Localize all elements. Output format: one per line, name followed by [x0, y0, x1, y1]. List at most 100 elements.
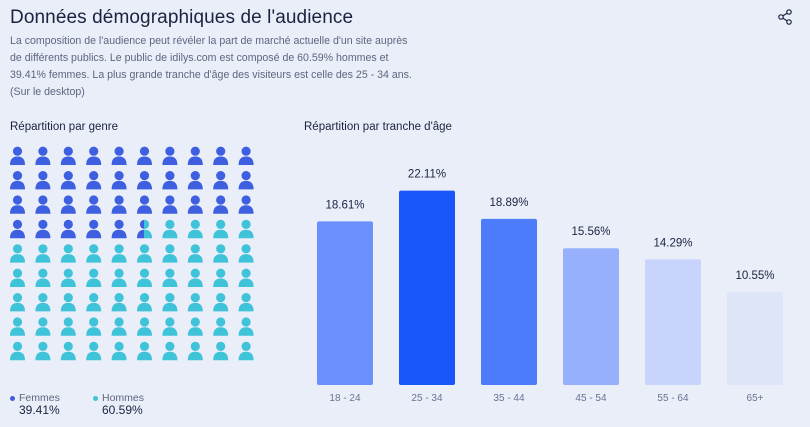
bar-value-label: 14.29% — [653, 237, 692, 249]
gender-section-title: Répartition par genre — [10, 121, 119, 133]
person-icon — [10, 341, 25, 361]
x-tick-label: 25 - 34 — [411, 393, 443, 404]
gender-pictogram-chart — [10, 146, 254, 361]
person-icon — [86, 219, 102, 239]
person-icon — [187, 146, 203, 165]
page-title: Données démographiques de l'audience — [10, 7, 354, 28]
person-icon — [111, 317, 127, 336]
person-icon — [35, 171, 51, 190]
legend-femmes: Femmes 39.41% — [10, 392, 60, 417]
person-icon — [10, 244, 25, 263]
age-bar-chart: 18.61% 18 - 24 22.11% 25 - 34 18.89% 35 - 44 1… — [317, 169, 783, 404]
bar-65 — [727, 292, 783, 385]
x-tick-label: 18 - 24 — [329, 393, 361, 404]
bar-value-label: 15.56% — [571, 226, 610, 238]
person-icon — [10, 317, 25, 336]
person-icon — [137, 293, 152, 312]
person-icon — [35, 195, 51, 214]
legend-hommes: Hommes 60.59% — [93, 392, 144, 417]
x-tick-label: 55 - 64 — [657, 393, 689, 404]
legend-femmes-value: 39.41% — [19, 403, 60, 417]
person-icon — [35, 293, 51, 312]
person-icon — [35, 317, 51, 336]
person-icon — [238, 146, 254, 165]
hommes-dot — [93, 395, 98, 401]
person-icon — [137, 268, 152, 287]
person-icon — [86, 146, 102, 165]
person-icon — [162, 317, 178, 336]
person-icon — [187, 244, 203, 263]
person-icon — [162, 341, 178, 361]
person-icon — [162, 268, 178, 287]
bar-value-label: 10.55% — [735, 270, 774, 282]
person-icon — [60, 341, 76, 361]
person-icon — [137, 171, 152, 190]
person-icon — [213, 268, 229, 287]
age-section-title: Répartition par tranche d'âge — [304, 121, 452, 133]
person-icon — [187, 171, 203, 190]
person-icon — [10, 195, 25, 214]
person-icon — [187, 219, 203, 239]
person-icon — [137, 244, 152, 263]
person-icon — [213, 219, 229, 239]
person-icon — [86, 293, 102, 312]
person-icon — [86, 171, 102, 190]
person-icon — [10, 219, 25, 239]
person-icon — [137, 195, 152, 214]
person-icon — [10, 268, 25, 287]
femmes-dot — [10, 395, 15, 401]
bar-55-64 — [645, 259, 701, 385]
person-icon — [137, 219, 152, 239]
person-icon — [187, 195, 203, 214]
share-icon[interactable] — [776, 8, 794, 26]
person-icon — [238, 268, 254, 287]
person-icon — [238, 341, 254, 361]
person-icon — [86, 195, 102, 214]
x-tick-label: 35 - 44 — [493, 393, 525, 404]
person-icon — [60, 293, 76, 312]
person-icon — [86, 341, 102, 361]
person-icon — [238, 317, 254, 336]
person-icon — [111, 244, 127, 263]
person-icon — [10, 146, 25, 165]
bar-value-label: 22.11% — [408, 169, 446, 181]
person-icon — [86, 317, 102, 336]
bar-25-34 — [399, 190, 455, 385]
person-icon — [35, 268, 51, 287]
person-icon — [111, 171, 127, 190]
person-icon — [213, 146, 229, 165]
person-icon — [162, 171, 178, 190]
person-icon — [187, 341, 203, 361]
person-icon — [35, 219, 51, 239]
person-icon — [86, 244, 102, 263]
person-icon — [60, 171, 76, 190]
person-icon — [86, 268, 102, 287]
person-icon — [187, 293, 203, 312]
person-icon — [137, 317, 152, 336]
person-icon — [111, 293, 127, 312]
person-icon — [60, 268, 76, 287]
bar-35-44 — [481, 218, 537, 385]
person-icon — [111, 219, 127, 239]
person-icon — [111, 341, 127, 361]
person-icon — [213, 293, 229, 312]
person-icon — [213, 317, 229, 336]
person-icon — [238, 171, 254, 190]
person-icon — [213, 195, 229, 214]
person-icon — [35, 341, 51, 361]
x-tick-label: 45 - 54 — [575, 393, 607, 404]
person-icon — [60, 244, 76, 263]
bar-45-54 — [563, 248, 619, 385]
person-icon — [137, 146, 152, 165]
person-icon — [60, 219, 76, 239]
bar-18-24 — [317, 221, 373, 385]
person-icon — [238, 195, 254, 214]
x-tick-label: 65+ — [747, 393, 764, 404]
person-icon — [10, 293, 25, 312]
person-icon — [162, 293, 178, 312]
person-icon — [162, 195, 178, 214]
person-icon — [162, 244, 178, 263]
person-icon — [111, 195, 127, 214]
person-icon — [35, 146, 51, 165]
person-icon — [187, 317, 203, 336]
